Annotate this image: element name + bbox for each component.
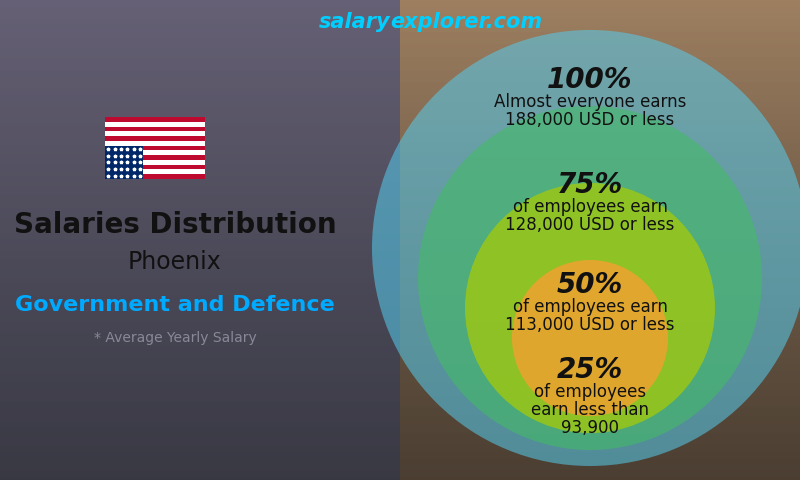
Text: Almost everyone earns: Almost everyone earns — [494, 93, 686, 111]
Text: Phoenix: Phoenix — [128, 250, 222, 274]
Circle shape — [512, 260, 668, 416]
Text: 188,000 USD or less: 188,000 USD or less — [506, 111, 674, 129]
Circle shape — [418, 106, 762, 450]
Text: 128,000 USD or less: 128,000 USD or less — [506, 216, 674, 234]
Circle shape — [465, 183, 715, 433]
Bar — [105, 145, 143, 179]
Bar — [105, 136, 205, 141]
Bar — [105, 132, 205, 136]
Text: 25%: 25% — [557, 356, 623, 384]
Bar — [105, 160, 205, 165]
Text: of employees earn: of employees earn — [513, 198, 667, 216]
Text: Government and Defence: Government and Defence — [15, 295, 335, 315]
Text: 75%: 75% — [557, 171, 623, 199]
Text: of employees: of employees — [534, 383, 646, 401]
Text: Salaries Distribution: Salaries Distribution — [14, 211, 336, 239]
Bar — [105, 117, 205, 122]
Text: 113,000 USD or less: 113,000 USD or less — [506, 316, 674, 334]
Bar — [105, 122, 205, 127]
Text: salary: salary — [318, 12, 390, 32]
Bar — [105, 169, 205, 174]
Bar — [105, 174, 205, 179]
Text: 100%: 100% — [547, 66, 633, 94]
Text: explorer.com: explorer.com — [390, 12, 542, 32]
Text: earn less than: earn less than — [531, 401, 649, 419]
Text: of employees earn: of employees earn — [513, 298, 667, 316]
Text: * Average Yearly Salary: * Average Yearly Salary — [94, 331, 256, 345]
Bar — [105, 155, 205, 160]
Bar — [105, 165, 205, 169]
Circle shape — [372, 30, 800, 466]
Bar — [105, 141, 205, 145]
Text: 93,900: 93,900 — [561, 419, 619, 437]
Bar — [105, 150, 205, 155]
Text: 50%: 50% — [557, 271, 623, 299]
Bar — [105, 127, 205, 132]
Bar — [105, 145, 205, 150]
